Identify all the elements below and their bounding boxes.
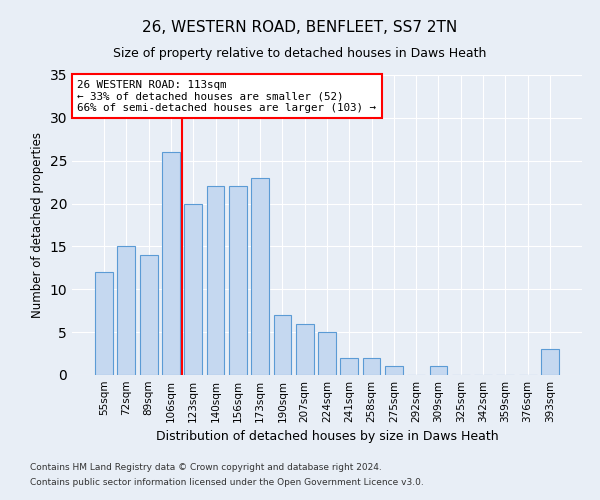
Bar [274,315,292,375]
X-axis label: Distribution of detached houses by size in Daws Heath: Distribution of detached houses by size … [155,430,499,444]
Bar [362,358,380,375]
Text: 26 WESTERN ROAD: 113sqm
← 33% of detached houses are smaller (52)
66% of semi-de: 26 WESTERN ROAD: 113sqm ← 33% of detache… [77,80,376,112]
Text: Contains public sector information licensed under the Open Government Licence v3: Contains public sector information licen… [30,478,424,487]
Bar [118,246,136,375]
Bar [385,366,403,375]
Bar [206,186,224,375]
Y-axis label: Number of detached properties: Number of detached properties [31,132,44,318]
Bar [541,350,559,375]
Bar [318,332,336,375]
Bar [340,358,358,375]
Bar [140,255,158,375]
Text: Contains HM Land Registry data © Crown copyright and database right 2024.: Contains HM Land Registry data © Crown c… [30,463,382,472]
Bar [229,186,247,375]
Bar [95,272,113,375]
Text: 26, WESTERN ROAD, BENFLEET, SS7 2TN: 26, WESTERN ROAD, BENFLEET, SS7 2TN [142,20,458,35]
Bar [162,152,180,375]
Bar [430,366,448,375]
Bar [184,204,202,375]
Bar [296,324,314,375]
Text: Size of property relative to detached houses in Daws Heath: Size of property relative to detached ho… [113,48,487,60]
Bar [251,178,269,375]
